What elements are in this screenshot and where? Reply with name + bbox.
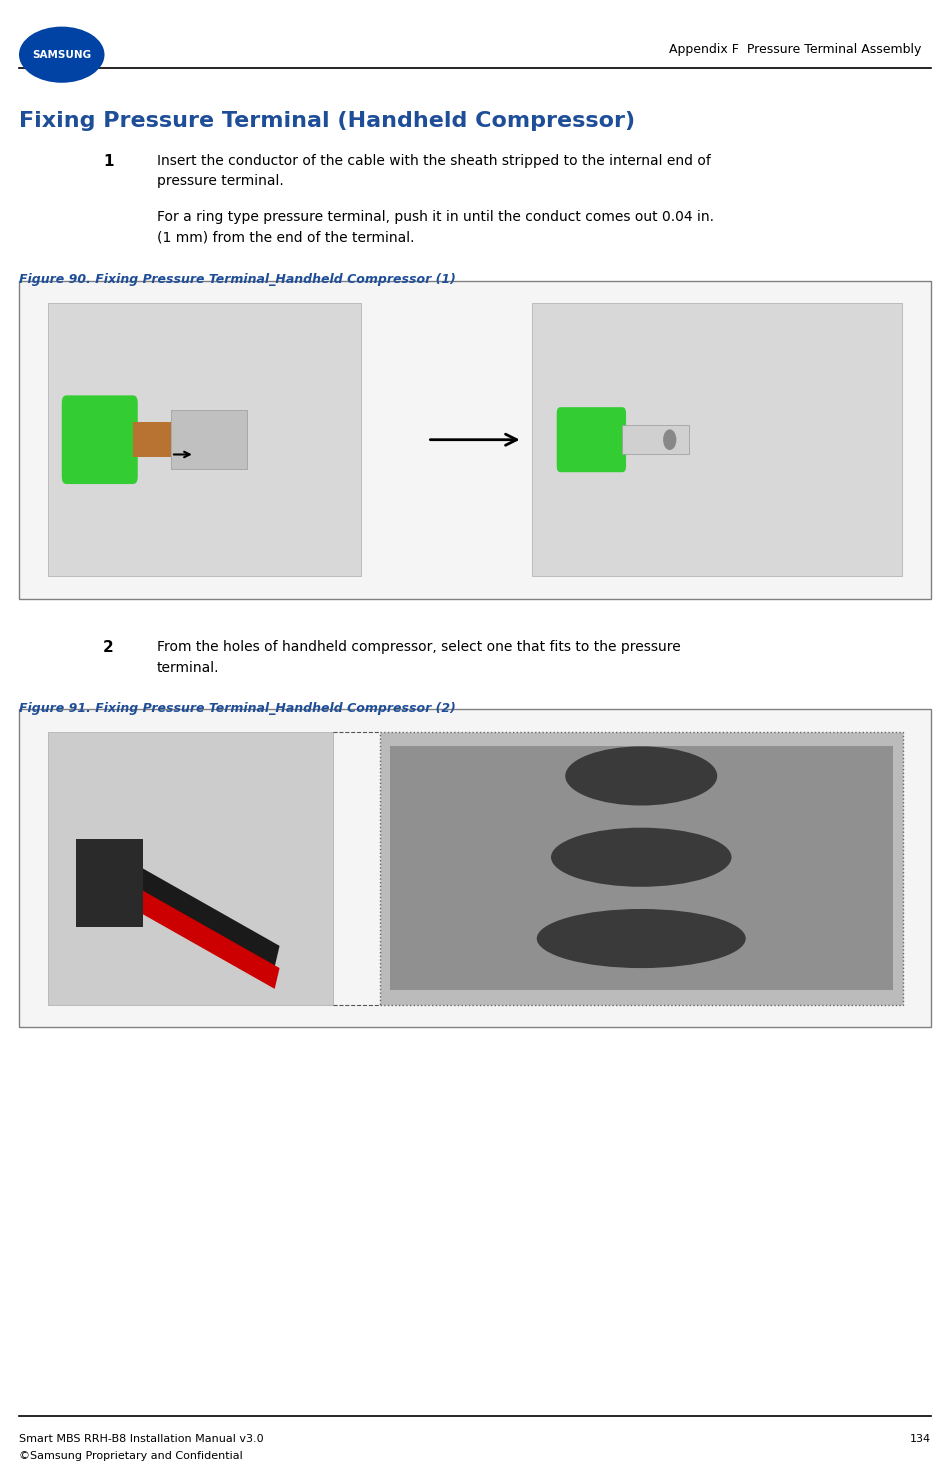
Bar bbox=[380, 732, 902, 1005]
Text: pressure terminal.: pressure terminal. bbox=[157, 174, 283, 188]
Bar bbox=[48, 732, 332, 1005]
Bar bbox=[171, 411, 247, 470]
Text: 2: 2 bbox=[104, 640, 114, 655]
Text: 1: 1 bbox=[104, 154, 114, 168]
Ellipse shape bbox=[537, 909, 746, 968]
Circle shape bbox=[663, 430, 676, 451]
Text: ©Samsung Proprietary and Confidential: ©Samsung Proprietary and Confidential bbox=[19, 1451, 243, 1462]
Text: From the holes of handheld compressor, select one that fits to the pressure: From the holes of handheld compressor, s… bbox=[157, 640, 680, 653]
Text: For a ring type pressure terminal, push it in until the conduct comes out 0.04 i: For a ring type pressure terminal, push … bbox=[157, 210, 713, 223]
Text: Figure 91. Fixing Pressure Terminal_Handheld Compressor (2): Figure 91. Fixing Pressure Terminal_Hand… bbox=[19, 702, 456, 715]
Bar bbox=[390, 746, 893, 990]
Ellipse shape bbox=[551, 828, 732, 887]
Bar bbox=[622, 426, 689, 455]
Bar bbox=[19, 709, 931, 1027]
Text: Figure 90. Fixing Pressure Terminal_Handheld Compressor (1): Figure 90. Fixing Pressure Terminal_Hand… bbox=[19, 273, 456, 287]
FancyBboxPatch shape bbox=[557, 406, 626, 473]
Text: Insert the conductor of the cable with the sheath stripped to the internal end o: Insert the conductor of the cable with t… bbox=[157, 154, 711, 167]
Text: Smart MBS RRH-B8 Installation Manual v3.0: Smart MBS RRH-B8 Installation Manual v3.… bbox=[19, 1434, 263, 1444]
Bar bbox=[48, 303, 361, 576]
Bar bbox=[19, 281, 931, 599]
Text: (1 mm) from the end of the terminal.: (1 mm) from the end of the terminal. bbox=[157, 231, 414, 244]
Bar bbox=[114, 854, 279, 967]
Bar bbox=[114, 876, 279, 989]
Bar bbox=[532, 303, 902, 576]
Text: Fixing Pressure Terminal (Handheld Compressor): Fixing Pressure Terminal (Handheld Compr… bbox=[19, 111, 636, 132]
Text: terminal.: terminal. bbox=[157, 661, 219, 674]
Bar bbox=[133, 423, 171, 458]
Bar bbox=[76, 840, 142, 928]
Text: Appendix F  Pressure Terminal Assembly: Appendix F Pressure Terminal Assembly bbox=[669, 43, 922, 56]
Ellipse shape bbox=[19, 27, 104, 83]
Ellipse shape bbox=[565, 746, 717, 806]
FancyBboxPatch shape bbox=[62, 395, 138, 485]
Text: 134: 134 bbox=[910, 1434, 931, 1444]
Text: SAMSUNG: SAMSUNG bbox=[32, 50, 91, 59]
